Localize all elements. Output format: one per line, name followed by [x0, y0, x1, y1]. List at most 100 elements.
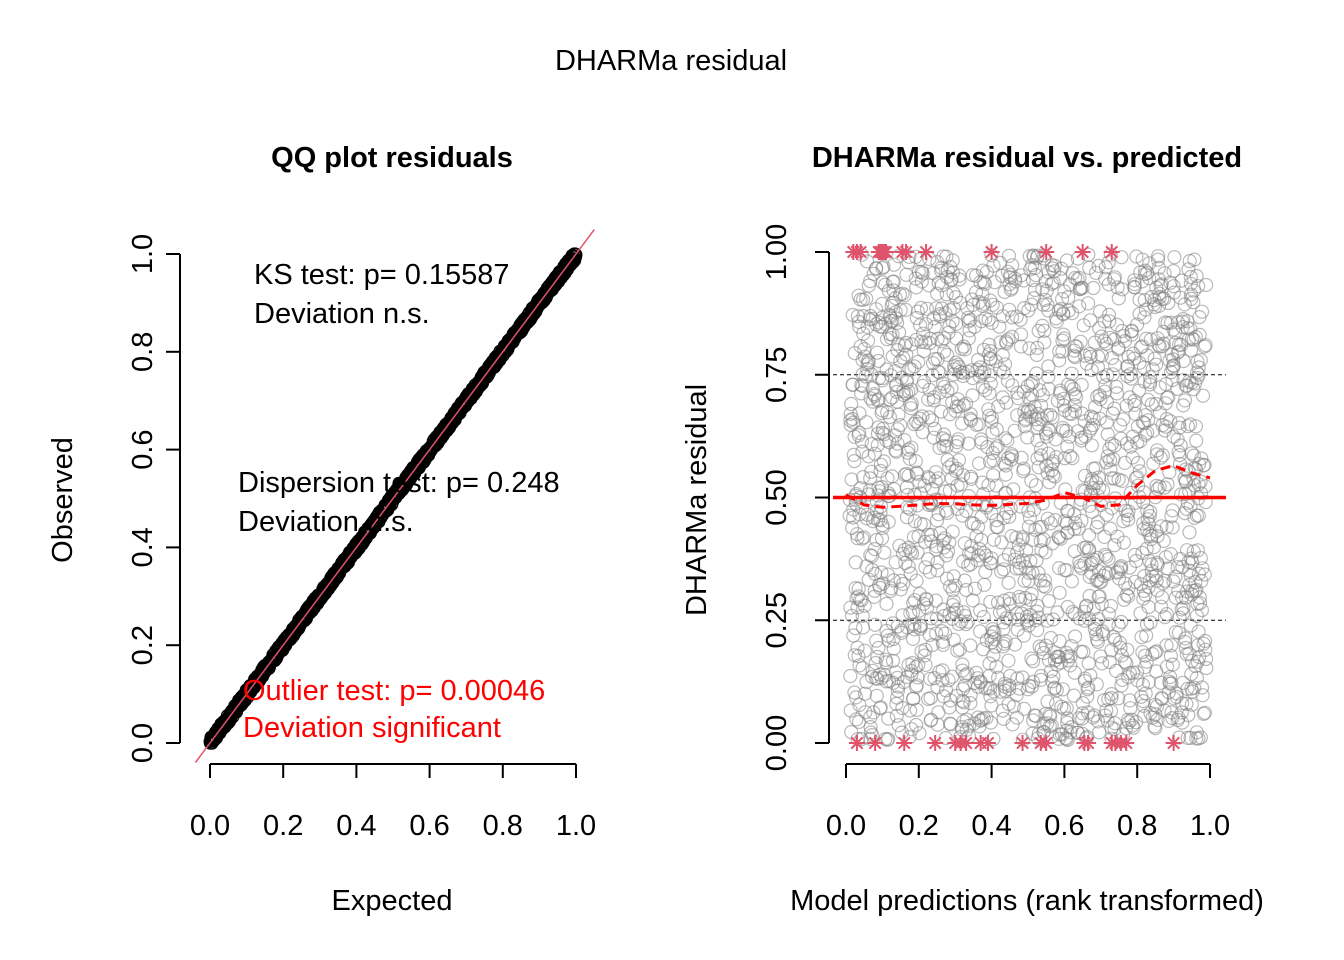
residual-point: [850, 531, 865, 546]
residual-point: [848, 555, 863, 570]
residual-point: [1117, 576, 1133, 591]
residual-point: [869, 345, 885, 360]
residual-point: [877, 427, 892, 442]
residual-point: [1039, 429, 1054, 444]
residual-point: [979, 500, 994, 515]
residual-point: [867, 583, 882, 598]
residual-point: [905, 655, 920, 671]
residual-point: [1025, 654, 1041, 669]
residual-point: [1003, 501, 1018, 516]
residual-point: [1028, 708, 1044, 723]
residual-point: [1074, 377, 1089, 392]
residual-point: [1045, 612, 1061, 627]
residual-point: [950, 643, 965, 658]
residual-point: [1179, 584, 1195, 599]
residual-point: [1193, 474, 1208, 489]
residual-point: [1004, 447, 1019, 462]
residual-point: [973, 603, 988, 618]
residual-point: [1140, 413, 1156, 428]
residual-point: [879, 623, 894, 639]
residual-point: [1156, 336, 1172, 351]
residual-point: [939, 287, 954, 302]
residual-point: [1103, 521, 1118, 536]
qq-points: [203, 247, 583, 750]
residual-point: [1091, 349, 1106, 364]
residual-point: [855, 620, 871, 635]
residual-point: [1046, 454, 1061, 469]
residual-point: [1018, 411, 1033, 426]
residual-point: [1164, 638, 1179, 653]
residual-point: [1154, 691, 1170, 707]
residual-point: [899, 510, 915, 525]
residual-point: [849, 712, 864, 727]
residual-point: [997, 636, 1012, 651]
residual-point: [943, 693, 958, 708]
residual-point: [1059, 423, 1074, 438]
residual-point: [886, 641, 901, 656]
residual-point: [1010, 408, 1025, 423]
residual-y-tick-label: 0.75: [761, 347, 793, 403]
residual-point: [886, 675, 901, 690]
residual-point: [864, 464, 879, 479]
residual-point: [1102, 314, 1117, 329]
residual-point: [1128, 406, 1143, 421]
residual-point: [1093, 392, 1108, 407]
residual-point: [1177, 297, 1192, 312]
residual-point: [1086, 461, 1101, 476]
residual-point: [1080, 705, 1096, 720]
residual-point: [1026, 291, 1042, 306]
residual-point: [908, 454, 923, 469]
residual-point: [1051, 303, 1067, 318]
residual-point: [1060, 711, 1075, 726]
residual-point: [1051, 529, 1066, 544]
residual-point: [1145, 646, 1160, 662]
residual-point: [897, 338, 912, 353]
residual-point: [1198, 338, 1213, 353]
residual-point: [1040, 613, 1055, 628]
residual-point: [986, 648, 1001, 663]
residual-point: [1116, 535, 1132, 550]
outlier-star-stroke: [1016, 736, 1029, 750]
residual-point: [1083, 313, 1098, 328]
residual-point: [978, 383, 993, 398]
residual-point: [943, 260, 958, 275]
residual-point: [1080, 682, 1095, 697]
residual-point: [989, 478, 1004, 493]
residual-point: [889, 708, 904, 723]
residual-point: [873, 463, 888, 479]
residual-point: [1092, 304, 1108, 319]
outlier-star-stroke: [1076, 245, 1089, 259]
residual-point: [1025, 674, 1041, 690]
residual-point: [964, 515, 979, 531]
residual-point: [844, 396, 859, 412]
residual-point: [846, 447, 861, 462]
residual-point: [1035, 388, 1051, 403]
residual-point: [1004, 310, 1020, 325]
residual-point: [932, 365, 947, 380]
outlier-star: [1118, 735, 1135, 751]
residual-point: [1054, 727, 1070, 742]
residual-point: [1126, 351, 1142, 366]
residual-point: [1136, 583, 1152, 599]
outlier-star-stroke: [985, 245, 998, 259]
residual-point: [953, 364, 968, 379]
residual-point: [986, 532, 1002, 547]
residual-point: [873, 512, 888, 528]
residual-point: [875, 296, 890, 311]
residual-point: [972, 719, 987, 734]
residual-point: [1144, 528, 1159, 544]
residual-point: [1173, 487, 1189, 502]
residual-point: [1179, 543, 1195, 558]
residual-point: [1033, 448, 1049, 463]
residual-point: [1090, 389, 1105, 404]
residual-point: [1036, 578, 1051, 594]
residual-point: [883, 581, 899, 596]
residual-point: [1159, 606, 1174, 622]
residual-point: [1194, 304, 1210, 319]
residual-point: [1123, 485, 1138, 500]
residual-point: [1055, 306, 1071, 321]
residual-point: [1040, 297, 1055, 312]
residual-plot-title: DHARMa residual vs. predicted: [812, 142, 1242, 174]
residual-point: [1034, 641, 1049, 657]
residual-point: [843, 668, 858, 684]
